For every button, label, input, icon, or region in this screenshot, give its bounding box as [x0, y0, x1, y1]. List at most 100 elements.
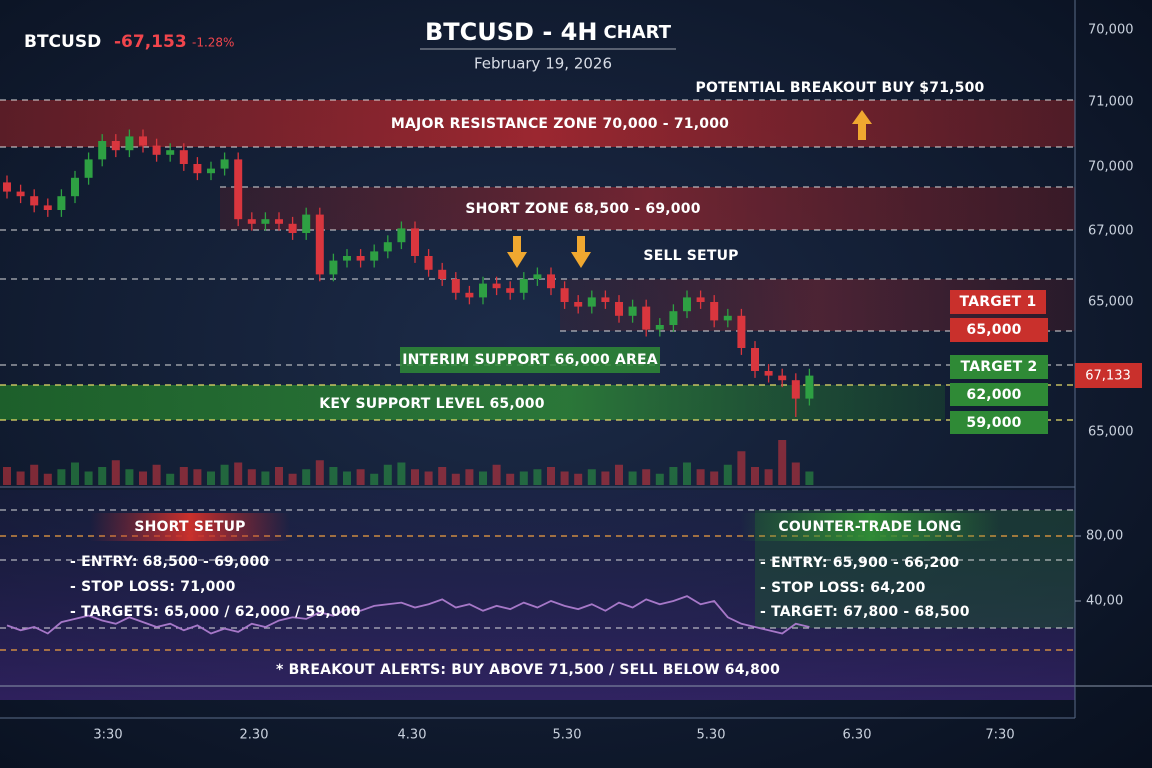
x-tick-label: 6.30: [843, 728, 872, 743]
volume-bar: [71, 462, 79, 485]
candle-body: [275, 219, 283, 224]
candle-body: [3, 182, 11, 192]
volume-bar: [43, 473, 52, 485]
volume-bar: [111, 460, 120, 485]
volume-bar: [30, 464, 39, 485]
candle-body: [560, 288, 569, 302]
volume-bar: [383, 464, 392, 485]
volume-bar: [261, 471, 270, 485]
candle-body: [533, 274, 542, 279]
volume-bar: [683, 462, 691, 485]
target-box: [950, 318, 1048, 342]
target-box: [950, 290, 1046, 314]
volume-bar: [193, 469, 202, 485]
volume-bar: [220, 464, 229, 485]
candle-body: [193, 164, 202, 174]
volume-bar: [152, 464, 161, 485]
y-tick-label: 70,000: [1088, 160, 1134, 175]
candle-body: [737, 315, 746, 348]
candle-body: [696, 297, 705, 302]
volume-bar: [207, 471, 215, 485]
short-setup-item: - ENTRY: 68,500 - 69,000: [70, 554, 269, 570]
volume-bar: [302, 469, 311, 485]
candle-body: [98, 141, 107, 160]
short-setup-item: - STOP LOSS: 71,000: [70, 579, 236, 595]
rsi-line: [6, 595, 810, 635]
candle-body: [207, 168, 215, 174]
candle-body: [397, 228, 406, 243]
ticker-change: -1.28%: [192, 36, 234, 50]
candle-body: [288, 223, 297, 233]
volume-bar: [492, 464, 501, 485]
interim-support-box: [400, 347, 660, 373]
x-tick-label: 2.30: [240, 728, 269, 743]
volume-bar: [655, 473, 664, 485]
candle-body: [506, 288, 515, 293]
candle-body: [315, 214, 324, 275]
volume-bar: [125, 469, 134, 485]
volume-bar: [642, 469, 651, 485]
candle-body: [411, 228, 419, 256]
y-tick-label: 65,000: [1088, 425, 1134, 440]
candle-body: [343, 256, 351, 261]
target-box: [950, 355, 1048, 379]
annotation: MAJOR RESISTANCE ZONE 70,000 - 71,000: [391, 116, 729, 132]
long-setup-item: - ENTRY: 65,900 - 66,200: [760, 555, 959, 571]
candle-body: [710, 302, 719, 321]
candle-body: [723, 315, 732, 321]
volume-bar: [574, 473, 583, 485]
candle-body: [71, 177, 79, 197]
candle-body: [642, 306, 651, 330]
volume-bar: [615, 464, 623, 485]
key-support-zone: [0, 385, 945, 420]
volume-bar: [411, 469, 419, 485]
volume-bar: [84, 471, 93, 485]
y-tick-label: 67,000: [1088, 224, 1134, 239]
candle-body: [805, 375, 814, 399]
volume-bar: [710, 471, 719, 485]
candle-body: [492, 283, 501, 289]
volume-bar: [139, 471, 147, 485]
volume-bar: [397, 462, 406, 485]
volume-bar: [737, 451, 746, 485]
long-setup-item: - STOP LOSS: 64,200: [760, 580, 926, 596]
candle-body: [778, 375, 787, 381]
candle-body: [615, 302, 623, 316]
volume-bar: [451, 473, 460, 485]
candle-body: [179, 150, 188, 164]
volume-bar: [98, 467, 107, 485]
candle-body: [166, 150, 175, 155]
candle-body: [655, 325, 664, 330]
volume-bar: [628, 471, 637, 485]
annotation: SHORT ZONE 68,500 - 69,000: [465, 201, 700, 217]
volume-bar: [356, 469, 365, 485]
volume-bar: [329, 467, 338, 485]
volume-bar: [166, 473, 175, 485]
candle-body: [519, 279, 528, 293]
candle-body: [465, 292, 474, 298]
candle-body: [139, 136, 147, 146]
volume-bar: [438, 467, 447, 485]
volume-bar: [587, 469, 596, 485]
target-label: 59,000: [966, 415, 1021, 431]
candle-body: [111, 141, 120, 151]
candle-body: [220, 159, 229, 169]
volume-bar: [234, 462, 243, 485]
volume-bar: [669, 467, 678, 485]
volume-bar: [343, 471, 351, 485]
title-suffix: CHART: [603, 22, 671, 43]
long-setup-header: [740, 513, 1000, 541]
volume-bar: [275, 467, 283, 485]
current-price: 67,133: [1085, 369, 1131, 384]
y-tick-label: 70,000: [1088, 23, 1134, 38]
candle-body: [669, 311, 678, 325]
rsi-tick-label: 40,00: [1086, 594, 1123, 609]
x-tick-label: 5.30: [553, 728, 582, 743]
volume-bar: [751, 467, 759, 485]
volume-bar: [519, 471, 528, 485]
volume-bar: [723, 464, 732, 485]
candle-body: [683, 297, 691, 312]
candle-body: [383, 242, 392, 252]
volume-bar: [370, 473, 379, 485]
